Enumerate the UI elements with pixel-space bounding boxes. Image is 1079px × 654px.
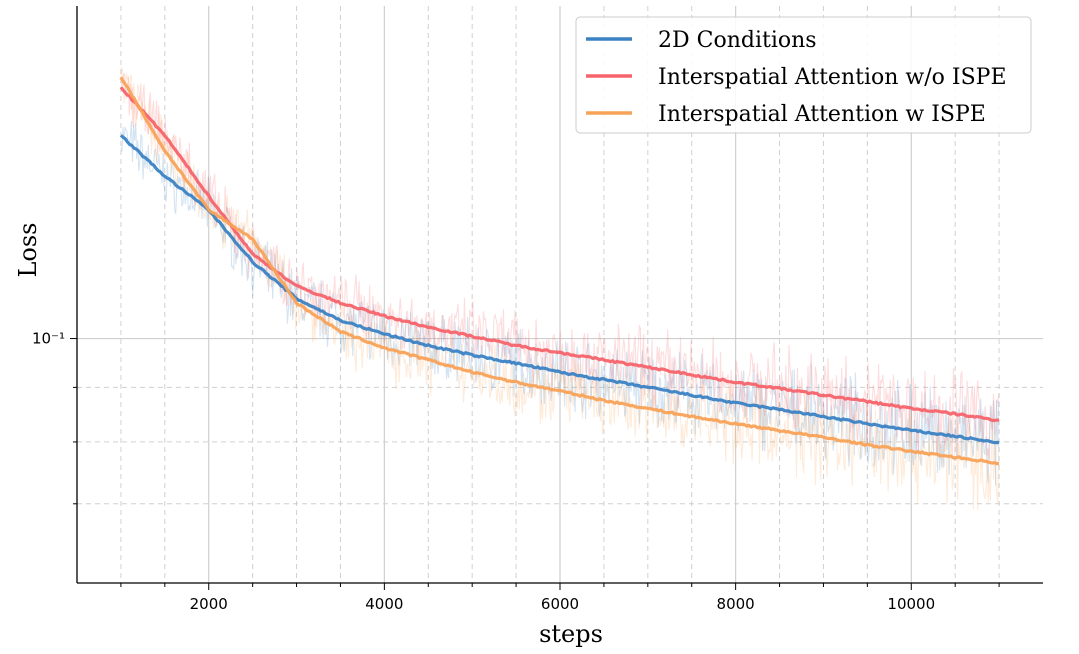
x-tick-label: 10000 — [887, 595, 935, 613]
legend: 2D Conditions Interspatial Attention w/o … — [575, 16, 1032, 134]
x-tick-label: 8000 — [717, 595, 755, 613]
series-line-0 — [119, 134, 1000, 445]
series-line-1 — [119, 86, 1000, 423]
x-tick-label: 2000 — [190, 595, 228, 613]
x-tick-label: 4000 — [365, 595, 403, 613]
series-line-2 — [119, 76, 1000, 466]
y-tick-label: 10⁻¹ — [32, 330, 65, 348]
x-axis-label: steps — [539, 620, 603, 648]
x-tick-label: 6000 — [541, 595, 579, 613]
legend-box — [575, 16, 1032, 134]
series-raw-1 — [120, 73, 1000, 462]
y-axis-label: Loss — [14, 222, 42, 277]
legend-label-2: Interspatial Attention w ISPE — [658, 102, 986, 127]
legend-label-1: Interspatial Attention w/o ISPE — [658, 65, 1007, 90]
legend-label-0: 2D Conditions — [658, 28, 817, 53]
smoothed-lines-layer — [119, 76, 1000, 466]
series-raw-0 — [120, 120, 1000, 486]
ticks: 2000 4000 6000 8000 10000 10⁻¹ — [32, 330, 1000, 613]
raw-noise-layer — [120, 66, 1000, 511]
series-raw-2 — [120, 66, 1000, 511]
